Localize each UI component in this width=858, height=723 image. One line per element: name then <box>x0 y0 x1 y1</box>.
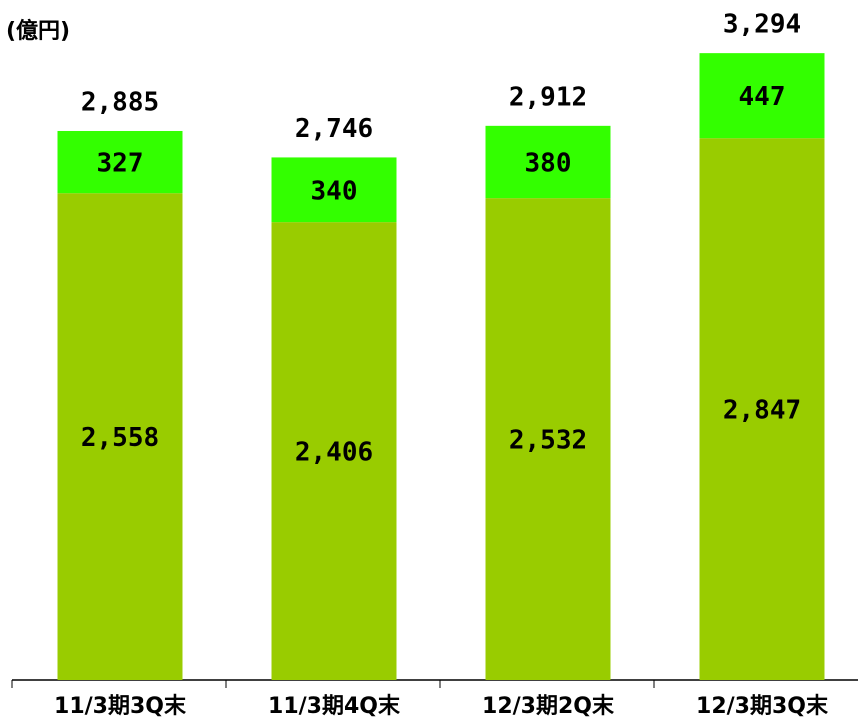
chart-title: (億円) <box>6 18 70 44</box>
bar-segment <box>271 157 397 223</box>
value-label: 380 <box>525 148 572 178</box>
value-label: 327 <box>97 149 144 179</box>
bar-segment <box>485 198 611 681</box>
x-tick-label: 11/3期3Q末 <box>54 694 187 719</box>
value-label: 2,847 <box>723 396 801 426</box>
value-label: 447 <box>739 82 786 112</box>
bar-segment <box>57 193 183 681</box>
bar-segment <box>485 125 611 199</box>
bar-segment <box>699 53 825 139</box>
total-label: 2,746 <box>295 114 373 144</box>
bar-segment <box>57 130 183 194</box>
value-label: 2,532 <box>509 426 587 456</box>
value-label: 340 <box>311 176 358 206</box>
total-label: 2,885 <box>81 87 159 117</box>
x-tick-label: 12/3期3Q末 <box>696 694 829 719</box>
value-label: 2,406 <box>295 438 373 468</box>
x-tick-label: 11/3期4Q末 <box>268 694 401 719</box>
x-tick-label: 12/3期2Q末 <box>482 694 615 719</box>
total-label: 3,294 <box>723 10 801 40</box>
bar-segment <box>271 222 397 680</box>
value-label: 2,558 <box>81 423 159 453</box>
total-label: 2,912 <box>509 82 587 112</box>
bar-segment <box>699 138 825 680</box>
